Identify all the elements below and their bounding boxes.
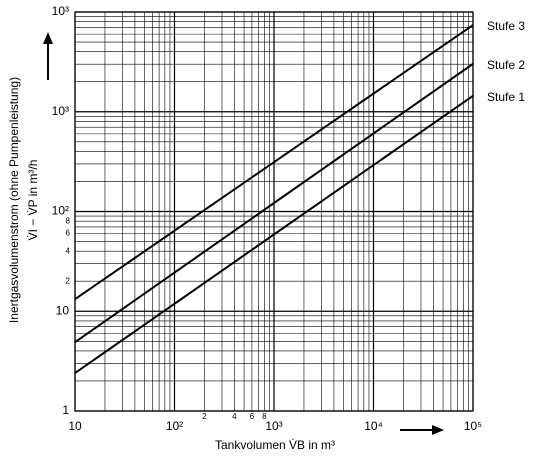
- x-axis-label: Tankvolumen V̇B in m³: [215, 438, 335, 452]
- series-label: Stufe 3: [487, 19, 525, 33]
- x-tick-label: 10: [68, 419, 82, 433]
- x-tick-label: 10³: [265, 419, 282, 433]
- series-line: [74, 63, 474, 343]
- series-label: Stufe 2: [487, 58, 525, 72]
- y-axis-label-2: V̇I − V̇P in m³/h: [26, 160, 40, 241]
- y-tick-label: 10³: [52, 104, 69, 118]
- y-tick-label: 10²: [52, 204, 69, 218]
- y-minor-label: 2: [66, 276, 71, 285]
- x-minor-label: 8: [262, 412, 267, 421]
- x-minor-label: 4: [232, 412, 237, 421]
- series-line: [74, 94, 474, 374]
- y-minor-label: 8: [66, 216, 71, 225]
- y-minor-label: 6: [66, 229, 71, 238]
- y-arrow-head: [43, 32, 53, 44]
- x-tick-label: 10⁵: [464, 419, 482, 433]
- plot-frame: [74, 11, 474, 412]
- x-tick-label: 10²: [166, 419, 183, 433]
- x-minor-label: 2: [202, 412, 207, 421]
- y-minor-label: 4: [66, 246, 71, 255]
- series-line: [74, 24, 474, 301]
- x-arrow-head: [432, 425, 444, 435]
- x-minor-label: 6: [250, 412, 255, 421]
- y-tick-label: 10³: [52, 4, 69, 18]
- y-tick-label: 10: [56, 303, 70, 317]
- y-axis-label: Inertgasvolumenstrom (ohne Pumpenleistun…: [7, 77, 21, 323]
- series-label: Stufe 1: [487, 90, 525, 104]
- x-tick-label: 10⁴: [364, 419, 383, 433]
- y-tick-label: 1: [62, 403, 69, 417]
